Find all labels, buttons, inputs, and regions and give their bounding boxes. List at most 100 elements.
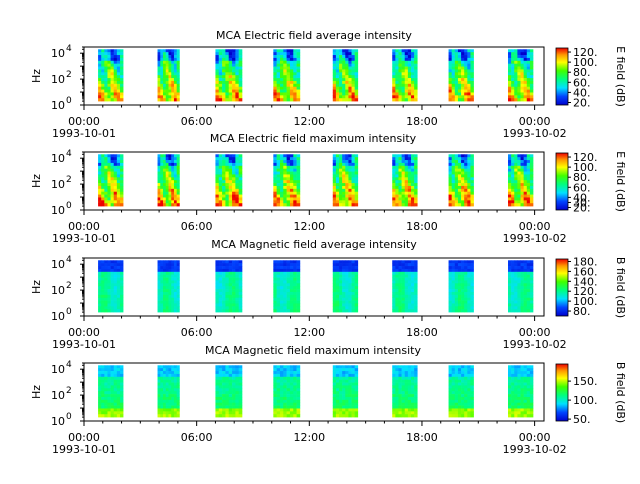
spectrogram-cell <box>524 380 527 383</box>
spectrogram-cell <box>348 98 351 101</box>
spectrogram-cell <box>414 377 417 380</box>
spectrogram-cell <box>163 169 166 172</box>
spectrogram-cell <box>530 388 533 391</box>
spectrogram-cell <box>171 84 174 87</box>
spectrogram-cell <box>225 292 229 295</box>
spectrogram-cell <box>461 192 464 195</box>
spectrogram-cell <box>117 78 120 81</box>
spectrogram-cell <box>352 411 355 414</box>
spectrogram-cell <box>461 64 464 67</box>
spectrogram-cell <box>168 203 171 206</box>
spectrogram-cell <box>352 58 355 61</box>
spectrogram-cell <box>348 203 351 206</box>
spectrogram-cell <box>229 298 233 301</box>
spectrogram-cell <box>222 183 226 186</box>
spectrogram-cell <box>333 55 336 58</box>
spectrogram-cell <box>120 269 123 272</box>
spectrogram-cell <box>517 186 520 189</box>
spectrogram-cell <box>348 298 351 301</box>
spectrogram-cell <box>352 374 355 377</box>
spectrogram-cell <box>455 72 458 75</box>
spectrogram-cell <box>166 81 169 84</box>
spectrogram-cell <box>470 403 473 406</box>
spectrogram-cell <box>171 292 174 295</box>
spectrogram-cell <box>166 61 169 64</box>
spectrogram-cell <box>293 64 297 67</box>
spectrogram-cell <box>215 180 219 183</box>
spectrogram-cell <box>461 292 464 295</box>
spectrogram-cell <box>408 49 411 52</box>
spectrogram-cell <box>232 406 236 409</box>
spectrogram-cell <box>402 295 405 298</box>
colorbar-label: B field (dB) <box>614 257 627 318</box>
spectrogram-cell <box>215 266 219 269</box>
spectrogram-cell <box>398 72 401 75</box>
spectrogram-cell <box>395 169 398 172</box>
spectrogram-cell <box>464 58 467 61</box>
spectrogram-cell <box>280 286 284 289</box>
spectrogram-cell <box>395 275 398 278</box>
spectrogram-cell <box>530 61 533 64</box>
spectrogram-cell <box>111 391 114 394</box>
spectrogram-cell <box>402 374 405 377</box>
spectrogram-cell <box>235 92 239 95</box>
spectrogram-cell <box>225 289 229 292</box>
spectrogram-cell <box>287 411 291 414</box>
spectrogram-cell <box>171 383 174 386</box>
spectrogram-cell <box>168 64 171 67</box>
spectrogram-cell <box>98 391 101 394</box>
spectrogram-cell <box>517 87 520 90</box>
spectrogram-cell <box>414 266 417 269</box>
spectrogram-cell <box>120 414 123 417</box>
spectrogram-cell <box>411 368 414 371</box>
spectrogram-cell <box>215 67 219 70</box>
spectrogram-cell <box>229 163 233 166</box>
spectrogram-cell <box>171 371 174 374</box>
spectrogram-cell <box>235 177 239 180</box>
spectrogram-cell <box>348 260 351 263</box>
spectrogram-cell <box>524 203 527 206</box>
spectrogram-cell <box>458 309 461 312</box>
spectrogram-cell <box>171 189 174 192</box>
spectrogram-cell <box>287 383 291 386</box>
spectrogram-cell <box>333 411 336 414</box>
spectrogram-cell <box>222 87 226 90</box>
spectrogram-cell <box>348 283 351 286</box>
spectrogram-cell <box>174 61 177 64</box>
spectrogram-cell <box>283 174 287 177</box>
x-tick-label: 12:00 <box>293 115 325 128</box>
spectrogram-cell <box>352 295 355 298</box>
spectrogram-cell <box>101 272 104 275</box>
spectrogram-cell <box>297 64 301 67</box>
spectrogram-cell <box>235 95 239 98</box>
spectrogram-cell <box>508 160 511 163</box>
spectrogram-cell <box>511 391 514 394</box>
spectrogram-cell <box>290 197 294 200</box>
spectrogram-cell <box>222 286 226 289</box>
spectrogram-cell <box>449 406 452 409</box>
spectrogram-cell <box>511 394 514 397</box>
spectrogram-cell <box>174 75 177 78</box>
spectrogram-cell <box>229 408 233 411</box>
spectrogram-cell <box>333 154 336 157</box>
spectrogram-cell <box>280 394 284 397</box>
spectrogram-cell <box>297 309 301 312</box>
spectrogram-cell <box>408 84 411 87</box>
spectrogram-cell <box>467 295 470 298</box>
spectrogram-cell <box>342 75 345 78</box>
spectrogram-cell <box>467 72 470 75</box>
spectrogram-cell <box>508 371 511 374</box>
spectrogram-cell <box>104 280 107 283</box>
spectrogram-cell <box>232 92 236 95</box>
spectrogram-cell <box>405 87 408 90</box>
spectrogram-cell <box>225 394 229 397</box>
spectrogram-cell <box>107 64 110 67</box>
spectrogram-cell <box>411 61 414 64</box>
spectrogram-cell <box>392 309 395 312</box>
spectrogram-cell <box>229 368 233 371</box>
spectrogram-cell <box>348 383 351 386</box>
spectrogram-cell <box>398 298 401 301</box>
spectrogram-cell <box>414 374 417 377</box>
spectrogram-cell <box>171 195 174 198</box>
spectrogram-cell <box>280 69 284 72</box>
